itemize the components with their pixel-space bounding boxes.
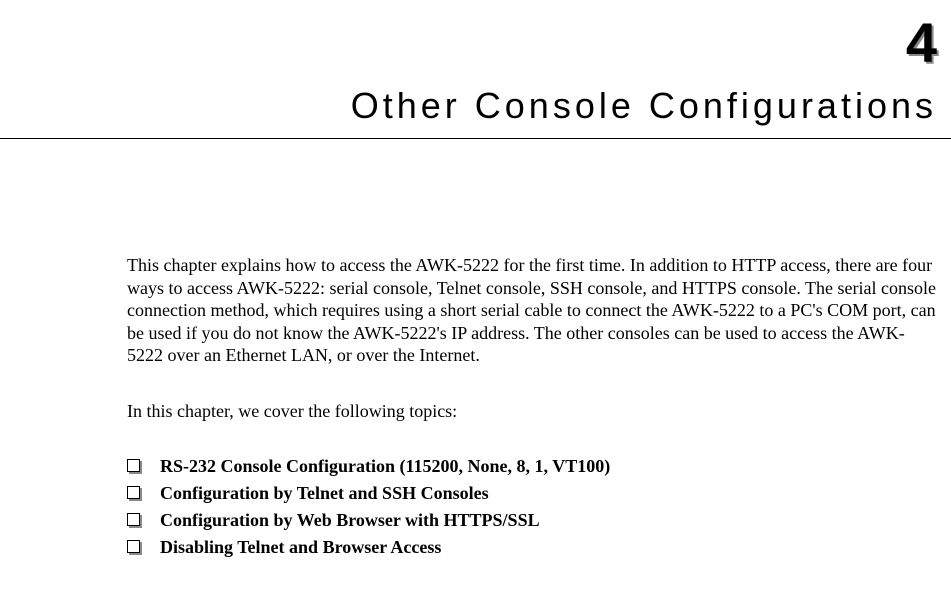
checkbox-icon [127,513,140,526]
checkbox-icon [127,486,140,499]
list-item-label: Configuration by Telnet and SSH Consoles [160,483,489,503]
list-item: Disabling Telnet and Browser Access [127,537,610,558]
list-item: RS-232 Console Configuration (115200, No… [127,456,610,477]
list-item-label: RS-232 Console Configuration (115200, No… [160,456,610,476]
list-item-label: Disabling Telnet and Browser Access [160,537,441,557]
intro-paragraph: This chapter explains how to access the … [127,254,937,367]
chapter-title: Other Console Configurations [351,85,937,127]
checkbox-icon [127,540,140,553]
list-item: Configuration by Web Browser with HTTPS/… [127,510,610,531]
list-item-label: Configuration by Web Browser with HTTPS/… [160,510,540,530]
topics-intro: In this chapter, we cover the following … [127,401,457,422]
checkbox-icon [127,459,140,472]
divider-line [0,138,951,139]
list-item: Configuration by Telnet and SSH Consoles [127,483,610,504]
chapter-number: 4 [906,10,937,75]
topics-list: RS-232 Console Configuration (115200, No… [127,456,610,564]
